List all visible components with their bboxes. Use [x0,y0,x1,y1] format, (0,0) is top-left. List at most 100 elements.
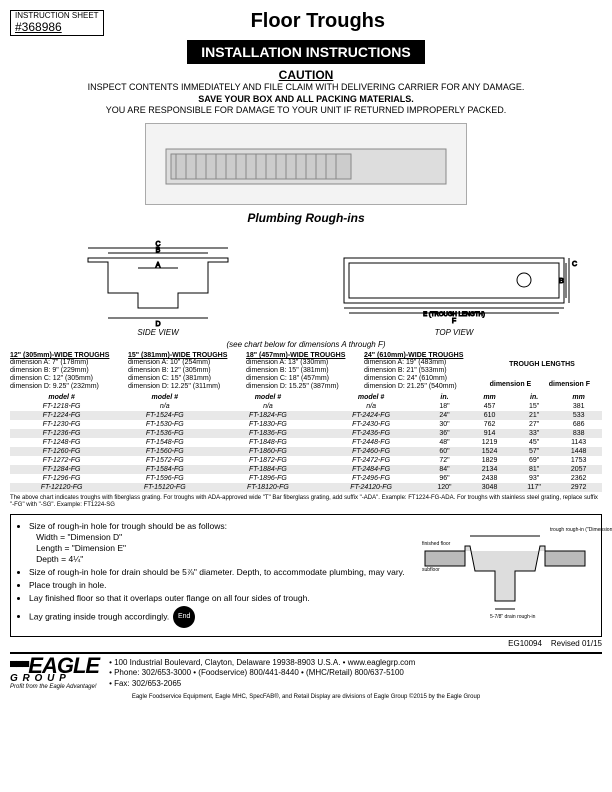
table-cell: FT-1284-FG [10,465,113,474]
table-cell: 81" [513,465,555,474]
table-cell: 457 [466,402,513,411]
table-cell: 3048 [466,483,513,492]
table-cell: FT-2424-FG [320,411,423,420]
table-cell: FT-1536-FG [113,429,216,438]
dim: dimension B: 21" (533mm) [364,367,478,375]
table-cell: 1219 [466,438,513,447]
table-cell: 48" [423,438,467,447]
table-cell: 1829 [466,456,513,465]
table-cell: 21" [513,411,555,420]
svg-text:F: F [452,318,456,325]
table-cell: 686 [555,420,602,429]
instruction-item: Size of rough-in hole for trough should … [29,521,407,565]
address-block: • 100 Industrial Boulevard, Clayton, Del… [109,658,415,689]
tagline: Profit from the Eagle Advantage! [10,684,99,690]
in-head: in. [513,393,555,402]
table-cell: 15" [513,402,555,411]
in-head: in. [423,393,467,402]
instruction-item: Size of rough-in hole for drain should b… [29,567,407,578]
dim: dimension D: 15.25" (387mm) [246,383,360,391]
table-cell: 93" [513,474,555,483]
table-cell: 1448 [555,447,602,456]
table-cell: 381 [555,402,602,411]
caution-body: INSPECT CONTENTS IMMEDIATELY AND FILE CL… [10,82,602,117]
instruction-line: Depth = 4¼" [36,554,83,564]
caution-line1: INSPECT CONTENTS IMMEDIATELY AND FILE CL… [10,82,602,94]
side-view-diagram: C B A D [28,238,288,328]
dimF-label: dimension F [543,380,595,389]
table-row: FT-1296-FGFT-1596-FGFT-1896-FGFT-2496-FG… [10,474,602,483]
instructions-text: Size of rough-in hole for trough should … [17,521,407,630]
svg-text:B: B [559,278,564,285]
table-cell: FT-1824-FG [216,411,319,420]
mm-head: mm [555,393,602,402]
table-cell: FT-18120-FG [216,483,319,492]
instruction-line: Lay grating inside trough accordingly. [29,611,169,621]
table-cell: FT-1584-FG [113,465,216,474]
dimE-label: dimension E [484,380,537,389]
table-footnote: The above chart indicates troughs with f… [10,495,602,509]
tl-head: TROUGH LENGTHS [482,361,602,368]
doc-id-row: EG10094 Revised 01/15 [10,639,602,648]
doc-id: EG10094 [508,639,542,648]
table-cell: FT-1560-FG [113,447,216,456]
dims-header-row: 12" (305mm)-WIDE TROUGHS dimension A: 7"… [10,352,602,391]
table-cell: 838 [555,429,602,438]
table-cell: FT-15120-FG [113,483,216,492]
table-cell: 27" [513,420,555,429]
dim: dimension D: 9.25" (232mm) [10,383,124,391]
dims-col-lengths: TROUGH LENGTHS dimension E dimension F [482,352,602,391]
model-head: model # [10,393,113,402]
table-cell: FT-1230-FG [10,420,113,429]
table-row: FT-1224-FGFT-1524-FGFT-1824-FGFT-2424-FG… [10,411,602,420]
cross-section-icon: trough rough-in ("Dimension D") finished… [420,521,590,621]
table-cell: FT-2460-FG [320,447,423,456]
table-cell: FT-1530-FG [113,420,216,429]
table-cell: 60" [423,447,467,456]
col12-head: 12" (305mm)-WIDE TROUGHS [10,352,124,359]
table-row: FT-1218-FGn/an/an/a18"45715"381 [10,402,602,411]
table-cell: 72" [423,456,467,465]
table-cell: FT-12120-FG [10,483,113,492]
instruction-item: Lay finished floor so that it overlaps o… [29,593,407,604]
diag-label: 5-7/8" drain rough-in [490,614,536,620]
table-cell: FT-1596-FG [113,474,216,483]
product-image [145,123,467,205]
dims-col-12: 12" (305mm)-WIDE TROUGHS dimension A: 7"… [10,352,124,391]
table-cell: FT-1524-FG [113,411,216,420]
table-cell: FT-1548-FG [113,438,216,447]
table-row: FT-1284-FGFT-1584-FGFT-1884-FGFT-2484-FG… [10,465,602,474]
dim: dimension B: 15" (381mm) [246,367,360,375]
table-cell: 1143 [555,438,602,447]
col18-head: 18" (457mm)-WIDE TROUGHS [246,352,360,359]
svg-text:B: B [156,247,161,254]
table-cell: FT-1572-FG [113,456,216,465]
top-view-icon: C B E (TROUGH LENGTH) F [334,238,574,328]
dim: dimension B: 12" (305mm) [128,367,242,375]
instruction-item: Place trough in hole. [29,580,407,591]
table-cell: FT-2484-FG [320,465,423,474]
table-cell: FT-1236-FG [10,429,113,438]
table-cell: 18" [423,402,467,411]
table-cell: 30" [423,420,467,429]
table-row: FT-1272-FGFT-1572-FGFT-1872-FGFT-2472-FG… [10,456,602,465]
table-cell: 120" [423,483,467,492]
table-cell: 610 [466,411,513,420]
table-cell: 1524 [466,447,513,456]
dim: dimension A: 7" (178mm) [10,359,124,367]
table-cell: FT-1872-FG [216,456,319,465]
model-head: model # [320,393,423,402]
svg-text:A: A [156,262,161,269]
diag-label: finished floor [422,541,451,547]
side-view-icon: C B A D [58,238,258,328]
table-cell: n/a [320,402,423,411]
table-cell: FT-2430-FG [320,420,423,429]
addr-line: • Phone: 302/653-3000 • (Foodservice) 80… [109,668,415,678]
table-cell: 33" [513,429,555,438]
table-cell: 84" [423,465,467,474]
dim: dimension D: 21.25" (540mm) [364,383,478,391]
table-cell: FT-2436-FG [320,429,423,438]
table-cell: FT-1860-FG [216,447,319,456]
instruction-line: Length = "Dimension E" [36,543,126,553]
dim: dimension C: 24" (610mm) [364,375,478,383]
